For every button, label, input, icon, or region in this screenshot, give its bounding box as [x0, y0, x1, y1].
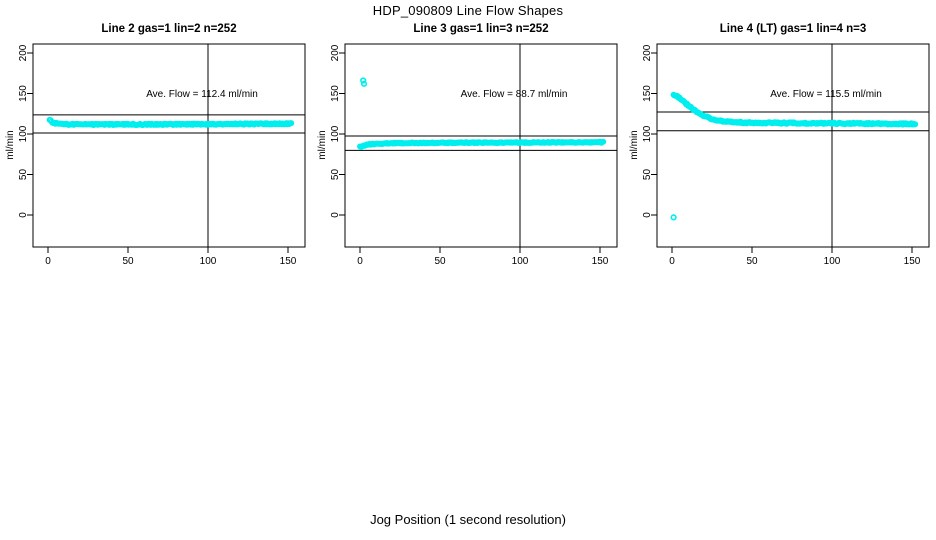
y-tick-label: 200 — [330, 44, 341, 61]
ave-flow-annotation: Ave. Flow = 88.7 ml/min — [461, 89, 568, 100]
y-tick-label: 50 — [642, 169, 653, 181]
subplot-title: Line 4 (LT) gas=1 lin=4 n=3 — [720, 23, 866, 35]
y-tick-label: 100 — [330, 125, 341, 142]
subplot-line3: Line 3 gas=1 lin=3 n=252 0 50 100 150 0 50 100 1… — [317, 23, 618, 267]
y-tick-label: 150 — [330, 85, 341, 102]
x-tick-label: 150 — [904, 256, 921, 267]
x-tick-label: 0 — [669, 256, 675, 267]
data-point — [600, 138, 607, 145]
x-tick-label: 0 — [45, 256, 51, 267]
outlier-point — [360, 80, 368, 87]
data-points — [357, 77, 607, 150]
x-tick-label: 150 — [280, 256, 297, 267]
y-tick-label: 0 — [642, 212, 653, 218]
data-point — [288, 120, 295, 127]
x-tick-label: 50 — [122, 256, 134, 267]
y-axis-label: ml/min — [5, 130, 16, 159]
ave-flow-annotation: Ave. Flow = 112.4 ml/min — [146, 89, 258, 100]
plot-box — [32, 43, 306, 248]
subplot-line2: Line 2 gas=1 lin=2 n=252 0 50 100 150 0 50 100 1… — [5, 23, 306, 267]
x-tick-label: 100 — [512, 256, 529, 267]
y-tick-label: 50 — [18, 169, 29, 181]
data-point — [912, 121, 919, 128]
x-tick-label: 0 — [357, 256, 363, 267]
data-points — [670, 91, 919, 221]
y-axis-label: ml/min — [317, 130, 328, 159]
y-tick-label: 0 — [18, 212, 29, 218]
plot-box — [656, 43, 930, 248]
y-tick-label: 200 — [642, 44, 653, 61]
y-axis-label: ml/min — [629, 130, 640, 159]
y-tick-label: 150 — [642, 85, 653, 102]
x-tick-label: 50 — [434, 256, 446, 267]
x-tick-label: 150 — [592, 256, 609, 267]
y-tick-label: 200 — [18, 44, 29, 61]
subplot-line4: Line 4 (LT) gas=1 lin=4 n=3 0 50 100 150 0 50 1… — [629, 23, 930, 267]
subplot-title: Line 3 gas=1 lin=3 n=252 — [413, 23, 548, 35]
ave-flow-annotation: Ave. Flow = 115.5 ml/min — [770, 89, 882, 100]
x-tick-label: 100 — [200, 256, 217, 267]
y-tick-label: 150 — [18, 85, 29, 102]
data-points — [46, 116, 295, 128]
outlier-point — [360, 77, 367, 84]
figure-title: HDP_090809 Line Flow Shapes — [372, 3, 564, 18]
x-tick-label: 50 — [746, 256, 758, 267]
x-tick-label: 100 — [824, 256, 841, 267]
y-tick-label: 100 — [18, 125, 29, 142]
y-tick-label: 100 — [642, 125, 653, 142]
y-tick-label: 50 — [330, 169, 341, 181]
x-axis-label: Jog Position (1 second resolution) — [370, 512, 566, 527]
plot-box — [344, 43, 618, 248]
outlier-point — [670, 214, 677, 221]
subplot-title: Line 2 gas=1 lin=2 n=252 — [101, 23, 236, 35]
y-tick-label: 0 — [330, 212, 341, 218]
